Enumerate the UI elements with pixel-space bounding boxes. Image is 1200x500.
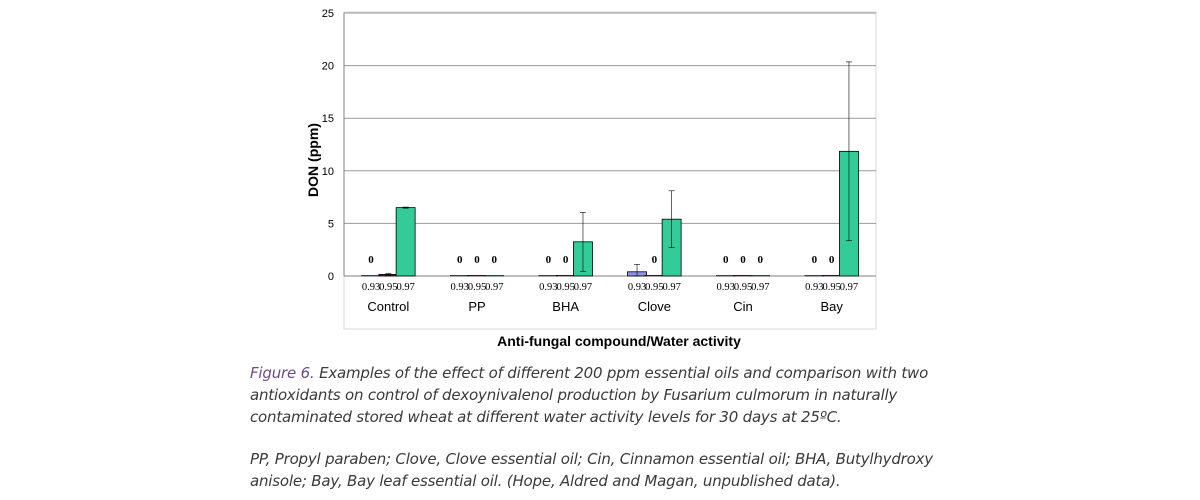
- figure-notes: PP, Propyl paraben; Clove, Clove essenti…: [250, 450, 933, 490]
- water-activity-label: 0.97: [574, 282, 592, 293]
- bar-clove-0.95: [644, 275, 665, 277]
- bars: [361, 61, 859, 277]
- water-activity-label: 0.97: [662, 282, 680, 293]
- zero-value-label: 0: [740, 254, 746, 266]
- bar-pp-0.95: [467, 275, 487, 277]
- bar-bay-0.95: [821, 275, 842, 277]
- water-activity-label: 0.93: [628, 282, 646, 293]
- y-axis-title: DON (ppm): [305, 123, 321, 197]
- water-activity-label: 0.97: [485, 282, 503, 293]
- water-activity-label: 0.95: [822, 282, 840, 293]
- bar-control-0.93: [361, 275, 381, 277]
- zero-value-label: 0: [546, 254, 552, 266]
- zero-value-label: 0: [652, 254, 658, 266]
- y-tick-labels: 0 5 10 15 20 25: [322, 8, 334, 283]
- water-activity-label: 0.97: [840, 282, 858, 293]
- y-tick-label: 10: [322, 166, 334, 178]
- water-activity-label: 0.93: [362, 282, 380, 293]
- caption-text: Examples of the effect of different 200 …: [250, 364, 929, 426]
- water-activity-label: 0.95: [379, 282, 397, 293]
- bar-bha-0.95: [555, 275, 576, 277]
- water-activity-label: 0.93: [451, 282, 469, 293]
- water-activity-label: 0.93: [539, 282, 557, 293]
- zero-value-label: 0: [457, 254, 463, 266]
- zero-value-label: 0: [758, 254, 764, 266]
- category-label-clove: Clove: [638, 299, 671, 314]
- zero-value-label: 0: [812, 254, 818, 266]
- y-tick-label: 5: [328, 218, 334, 230]
- water-activity-label: 0.97: [396, 282, 414, 293]
- water-activity-label: 0.95: [645, 282, 663, 293]
- y-tick-label: 0: [328, 271, 334, 283]
- x-axis-title: Anti-fungal compound/Water activity: [497, 333, 741, 349]
- zero-value-label: 0: [563, 254, 569, 266]
- x-labels: 00.930.950.97Control00.9300.9500.97PP00.…: [362, 254, 858, 314]
- water-activity-label: 0.97: [751, 282, 769, 293]
- category-label-control: Control: [367, 299, 409, 314]
- category-label-bha: BHA: [552, 299, 579, 314]
- category-label-cin: Cin: [733, 299, 753, 314]
- bar-pp-0.97: [484, 275, 504, 277]
- y-tick-label: 15: [322, 113, 334, 125]
- water-activity-label: 0.93: [805, 282, 823, 293]
- figure-caption: Figure 6. Examples of the effect of diff…: [250, 362, 970, 428]
- y-tick-label: 20: [322, 61, 334, 73]
- bar-cin-0.97: [750, 275, 770, 277]
- bar-cin-0.95: [733, 275, 753, 277]
- zero-value-label: 0: [829, 254, 835, 266]
- zero-value-label: 0: [368, 254, 374, 266]
- water-activity-label: 0.93: [717, 282, 735, 293]
- water-activity-label: 0.95: [556, 282, 574, 293]
- y-tick-label: 25: [322, 8, 334, 20]
- figure-label: Figure 6.: [250, 364, 315, 382]
- bar-pp-0.93: [450, 275, 470, 277]
- category-label-bay: Bay: [820, 299, 843, 314]
- zero-value-label: 0: [723, 254, 729, 266]
- zero-value-label: 0: [492, 254, 498, 266]
- bar-bha-0.93: [538, 275, 559, 277]
- zero-value-label: 0: [474, 254, 480, 266]
- bar-bay-0.93: [804, 275, 825, 277]
- category-label-pp: PP: [468, 299, 485, 314]
- water-activity-label: 0.95: [734, 282, 752, 293]
- gridlines: [343, 12, 876, 277]
- bar-control-0.97: [395, 207, 416, 277]
- water-activity-label: 0.95: [468, 282, 486, 293]
- bar-cin-0.93: [716, 275, 736, 277]
